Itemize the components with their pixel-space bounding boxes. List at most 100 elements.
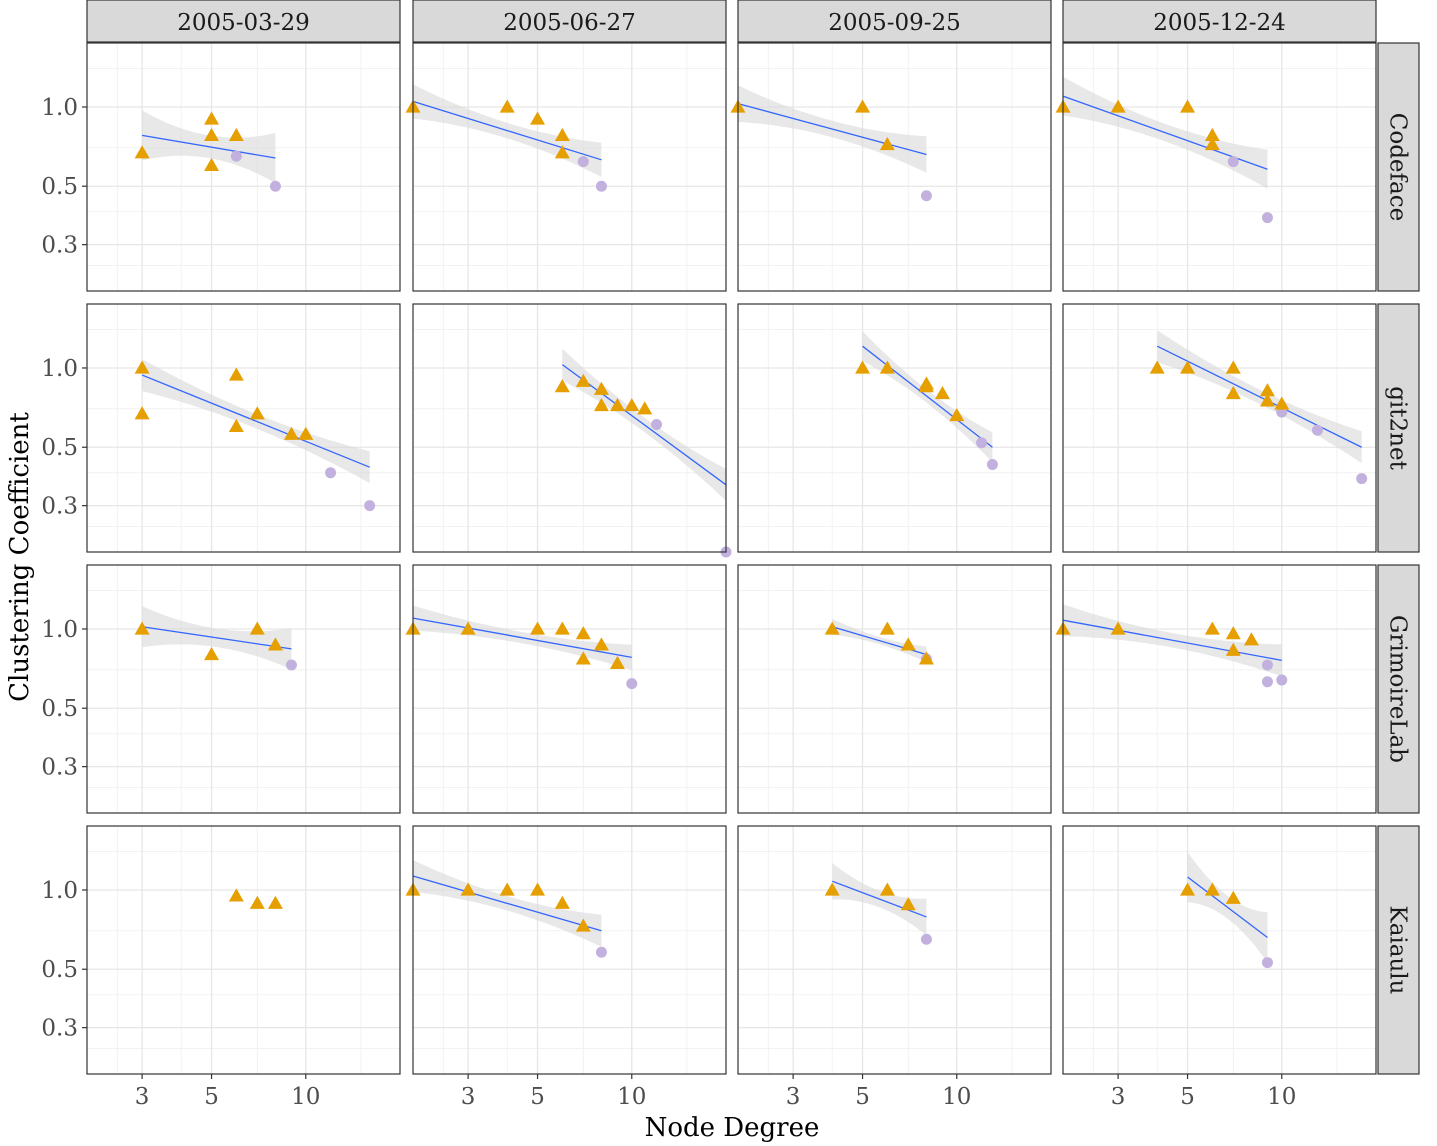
x-tick-label: 5 bbox=[855, 1084, 870, 1110]
point-circle bbox=[1356, 473, 1368, 485]
row-strip-label: Codeface bbox=[1385, 113, 1411, 222]
panel bbox=[86, 564, 401, 814]
point-circle bbox=[230, 150, 242, 162]
point-triangle bbox=[249, 895, 265, 909]
point-triangle bbox=[1274, 396, 1290, 410]
point-triangle bbox=[1180, 360, 1196, 374]
point-triangle bbox=[554, 621, 570, 635]
point-triangle bbox=[879, 621, 895, 635]
point-triangle bbox=[554, 379, 570, 393]
panel-background bbox=[738, 565, 1051, 813]
point-triangle bbox=[134, 360, 150, 374]
point-triangle bbox=[228, 367, 244, 381]
row-strip: git2net bbox=[1377, 303, 1420, 553]
x-tick-label: 5 bbox=[204, 1084, 219, 1110]
panel bbox=[737, 303, 1052, 553]
point-triangle bbox=[1149, 360, 1165, 374]
point-triangle bbox=[593, 398, 609, 412]
fit-line bbox=[737, 102, 927, 156]
panel-border bbox=[86, 825, 401, 1075]
row-strip-label: Kaiaulu bbox=[1385, 906, 1411, 995]
y-tick-label: 1.0 bbox=[41, 95, 78, 121]
column-strip-label: 2005-09-25 bbox=[828, 10, 961, 36]
point-circle bbox=[595, 180, 607, 192]
point-triangle bbox=[824, 621, 840, 635]
x-tick-label: 10 bbox=[1267, 1084, 1296, 1110]
panel bbox=[405, 42, 727, 292]
point-triangle bbox=[228, 418, 244, 433]
y-tick-label: 0.3 bbox=[41, 1016, 78, 1042]
point-triangle bbox=[575, 626, 591, 640]
panel-background bbox=[413, 565, 726, 813]
fit-line bbox=[862, 345, 993, 448]
point-circle bbox=[285, 659, 297, 671]
point-triangle bbox=[134, 621, 150, 635]
panel-background bbox=[1063, 565, 1376, 813]
point-triangle bbox=[298, 426, 314, 440]
point-circle bbox=[1311, 424, 1323, 436]
column-strip: 2005-06-27 bbox=[412, 0, 727, 43]
panel bbox=[86, 825, 401, 1075]
panel-background bbox=[413, 43, 726, 291]
fit-line bbox=[831, 880, 927, 918]
point-triangle bbox=[593, 381, 609, 395]
point-triangle bbox=[204, 157, 220, 172]
fit-line bbox=[412, 875, 602, 932]
y-tick-label: 1.0 bbox=[41, 617, 78, 643]
point-triangle bbox=[530, 882, 546, 896]
point-triangle bbox=[1225, 626, 1241, 640]
panel-background bbox=[413, 826, 726, 1074]
point-triangle bbox=[637, 401, 653, 415]
fit-line bbox=[1062, 619, 1282, 662]
point-circle bbox=[976, 437, 988, 449]
column-strip-background bbox=[737, 0, 1052, 43]
panel bbox=[1055, 42, 1377, 292]
panel bbox=[1062, 303, 1377, 553]
panel-border bbox=[412, 564, 727, 814]
column-strip: 2005-12-24 bbox=[1062, 0, 1377, 43]
column-strip-label: 2005-03-29 bbox=[177, 10, 310, 36]
point-triangle bbox=[499, 99, 515, 113]
fit-line bbox=[561, 364, 727, 486]
row-strip: GrimoireLab bbox=[1377, 564, 1420, 814]
panel bbox=[86, 42, 401, 292]
point-triangle bbox=[593, 637, 609, 651]
y-tick-label: 0.3 bbox=[41, 755, 78, 781]
point-triangle bbox=[1180, 882, 1196, 896]
point-triangle bbox=[460, 882, 476, 896]
point-triangle bbox=[1204, 621, 1220, 635]
point-triangle bbox=[283, 426, 299, 440]
point-triangle bbox=[1180, 99, 1196, 113]
panel-border bbox=[1062, 303, 1377, 553]
point-triangle bbox=[900, 897, 916, 911]
point-triangle bbox=[1204, 127, 1220, 142]
point-triangle bbox=[204, 646, 220, 661]
panel-background bbox=[413, 304, 726, 552]
panel-border bbox=[1062, 825, 1377, 1075]
panel-background bbox=[87, 304, 400, 552]
point-triangle bbox=[1225, 890, 1241, 904]
fit-line bbox=[142, 626, 292, 650]
x-tick-label: 5 bbox=[1180, 1084, 1195, 1110]
x-tick-label: 3 bbox=[461, 1084, 476, 1110]
panels-layer bbox=[86, 42, 1377, 1075]
panel bbox=[730, 42, 1052, 292]
point-triangle bbox=[1204, 882, 1220, 896]
point-circle bbox=[920, 190, 932, 202]
point-triangle bbox=[249, 621, 265, 635]
point-circle bbox=[1261, 676, 1273, 688]
panel-border bbox=[412, 42, 727, 292]
panel-border bbox=[86, 303, 401, 553]
point-triangle bbox=[204, 127, 220, 142]
column-strip-background bbox=[1062, 0, 1377, 43]
fit-line bbox=[142, 134, 276, 159]
row-strip-background bbox=[1377, 303, 1420, 553]
row-strip-label: GrimoireLab bbox=[1385, 615, 1411, 763]
point-triangle bbox=[575, 651, 591, 665]
point-circle bbox=[626, 678, 638, 690]
column-strip: 2005-09-25 bbox=[737, 0, 1052, 43]
point-triangle bbox=[554, 895, 570, 909]
point-circle bbox=[577, 156, 589, 168]
panel-background bbox=[738, 826, 1051, 1074]
x-axis-title: Node Degree bbox=[645, 1113, 820, 1142]
